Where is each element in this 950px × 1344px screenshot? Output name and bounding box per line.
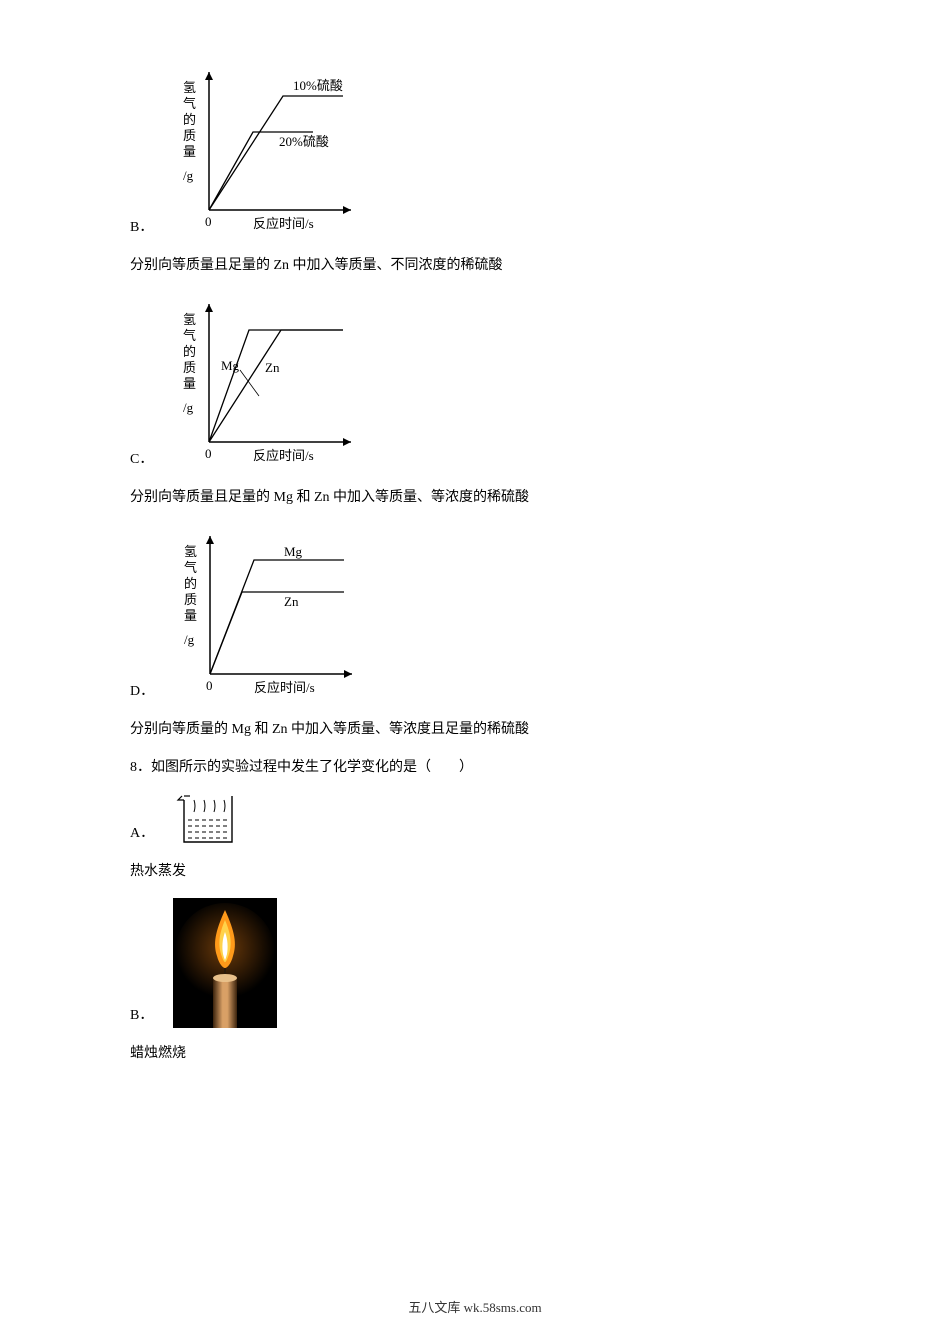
chart-b-yaxis-5: 量	[183, 144, 196, 159]
chart-c: Mg Zn 氢 气 的 质 量 /g 0 反应时间/s	[173, 292, 363, 472]
chart-b-yaxis-1: 氢	[183, 80, 196, 95]
chart-d-yaxis-4: 质	[184, 592, 197, 607]
beaker-icon	[174, 790, 244, 846]
chart-c-xaxis: 反应时间/s	[253, 448, 314, 463]
chart-c-yaxis-5: 量	[183, 376, 196, 391]
chart-d-yaxis-5: 量	[184, 608, 197, 623]
chart-c-yaxis-4: 质	[183, 360, 196, 375]
q8-opt-b-label: 蜡烛燃烧	[130, 1042, 820, 1062]
chart-c-yaxis-2: 气	[183, 328, 196, 343]
option-letter-d: D．	[130, 680, 154, 704]
option-letter-b: B．	[130, 216, 153, 240]
option-c-row: C． Mg Zn 氢 气 的 质 量 /g 0 反应时间/s	[130, 292, 820, 472]
chart-b-yaxis-2: 气	[183, 96, 196, 111]
chart-d-yaxis-2: 气	[184, 560, 197, 575]
q8-opt-a-label: 热水蒸发	[130, 860, 820, 880]
caption-c: 分别向等质量且足量的 Mg 和 Zn 中加入等质量、等浓度的稀硫酸	[130, 486, 820, 506]
chart-c-yaxis-3: 的	[183, 344, 196, 359]
chart-b-yaxis-6: /g	[183, 168, 194, 183]
page-footer: 五八文库 wk.58sms.com	[0, 1297, 950, 1316]
chart-c-mg-label: Mg	[221, 358, 240, 373]
option-b-row: B． 10%硫酸 20%硫酸 氢 气 的 质 量 /g 0 反应时间/s	[130, 60, 820, 240]
chart-b-series1-label: 10%硫酸	[293, 78, 343, 93]
chart-b-yaxis-3: 的	[183, 112, 196, 127]
q8-option-a-row: A．	[130, 790, 820, 846]
chart-b-yaxis-4: 质	[183, 128, 196, 143]
chart-d-mg-label: Mg	[284, 544, 303, 559]
chart-d: Mg Zn 氢 气 的 质 量 /g 0 反应时间/s	[174, 524, 364, 704]
chart-c-yaxis-1: 氢	[183, 312, 196, 327]
question-8: 8．如图所示的实验过程中发生了化学变化的是（ ）	[130, 756, 820, 776]
chart-d-xaxis: 反应时间/s	[254, 680, 315, 695]
q8-option-letter-a: A．	[130, 822, 154, 846]
chart-d-zn-label: Zn	[284, 594, 299, 609]
chart-d-yaxis-6: /g	[184, 632, 195, 647]
q8-option-b-row: B．	[130, 898, 820, 1028]
chart-b-origin: 0	[205, 214, 212, 229]
caption-d: 分别向等质量的 Mg 和 Zn 中加入等质量、等浓度且足量的稀硫酸	[130, 718, 820, 738]
option-d-row: D． Mg Zn 氢 气 的 质 量 /g 0 反应时间/s	[130, 524, 820, 704]
q8-option-letter-b: B．	[130, 1004, 153, 1028]
chart-d-yaxis-3: 的	[184, 576, 197, 591]
chart-b-series2-label: 20%硫酸	[279, 134, 329, 149]
candle-image	[173, 898, 277, 1028]
chart-c-yaxis-6: /g	[183, 400, 194, 415]
chart-b: 10%硫酸 20%硫酸 氢 气 的 质 量 /g 0 反应时间/s	[173, 60, 363, 240]
chart-d-yaxis-1: 氢	[184, 544, 197, 559]
chart-d-origin: 0	[206, 678, 213, 693]
option-letter-c: C．	[130, 448, 153, 472]
chart-c-zn-label: Zn	[265, 360, 280, 375]
chart-b-xaxis: 反应时间/s	[253, 216, 314, 231]
chart-c-origin: 0	[205, 446, 212, 461]
caption-b: 分别向等质量且足量的 Zn 中加入等质量、不同浓度的稀硫酸	[130, 254, 820, 274]
